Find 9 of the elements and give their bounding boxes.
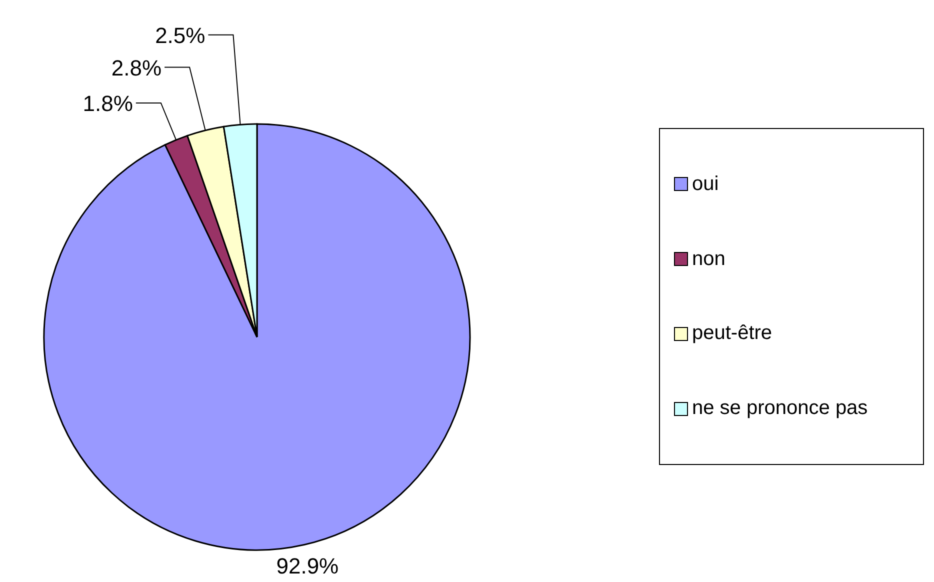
legend-label: non — [692, 248, 726, 271]
legend-label: oui — [692, 172, 719, 196]
data-label: 2.8% — [111, 55, 162, 80]
legend-label: peut-être — [692, 322, 772, 346]
pie-slice — [43, 123, 471, 551]
legend-label: ne se prononce pas — [692, 397, 868, 420]
data-label: 2.5% — [155, 22, 206, 48]
data-label: 1.8% — [82, 90, 133, 116]
data-label: 92.9% — [276, 553, 339, 578]
